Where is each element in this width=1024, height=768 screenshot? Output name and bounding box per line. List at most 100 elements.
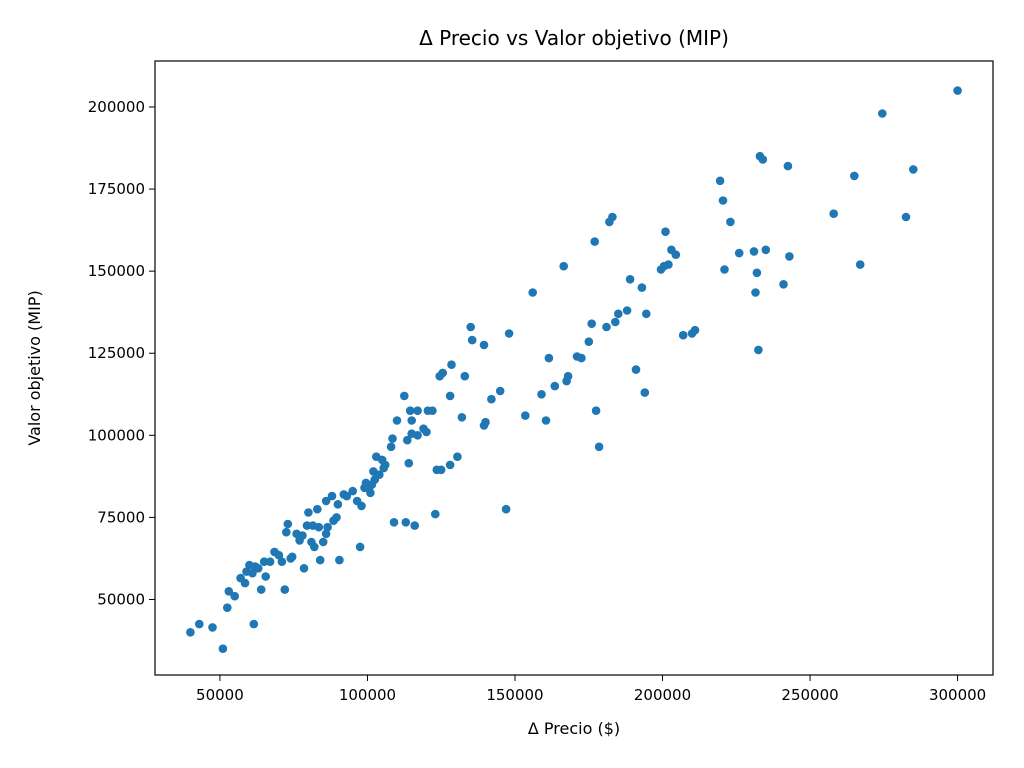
data-point: [637, 283, 647, 292]
data-point: [642, 309, 651, 319]
data-point: [521, 411, 530, 420]
data-point: [380, 460, 390, 470]
data-point: [249, 619, 259, 629]
data-point: [457, 413, 467, 422]
data-point: [392, 416, 402, 425]
data-point: [401, 518, 411, 527]
y-tick-label: 200000: [88, 98, 145, 116]
data-point: [587, 319, 596, 329]
data-point: [240, 578, 250, 588]
data-point: [671, 250, 681, 259]
data-point: [422, 427, 431, 437]
data-point: [602, 322, 611, 332]
data-point: [313, 504, 322, 514]
y-axis-label: Valor objetivo (MIP): [25, 290, 44, 445]
data-point: [453, 452, 462, 462]
data-point: [342, 491, 352, 501]
data-point: [577, 353, 586, 363]
data-point: [550, 381, 560, 391]
data-point: [608, 212, 617, 222]
data-point: [749, 247, 759, 256]
data-point: [460, 371, 470, 381]
data-point: [590, 237, 599, 246]
data-point: [501, 504, 511, 514]
data-point: [690, 325, 700, 335]
data-point: [909, 165, 918, 174]
data-point: [302, 521, 312, 530]
data-point: [298, 531, 307, 540]
data-point: [355, 542, 365, 552]
data-point: [779, 280, 788, 289]
data-point: [559, 261, 568, 271]
data-point: [664, 260, 673, 269]
data-point: [318, 537, 328, 547]
data-point: [195, 619, 204, 629]
y-tick-label: 50000: [97, 590, 145, 608]
data-point: [758, 155, 768, 164]
data-point: [445, 391, 455, 401]
data-point: [761, 245, 771, 255]
data-point: [287, 552, 297, 562]
x-axis: 50000 100000 150000 200000 250000 300000: [196, 675, 986, 704]
data-point: [274, 550, 284, 560]
data-point: [428, 406, 437, 416]
data-point: [218, 644, 228, 653]
data-point: [348, 486, 358, 496]
data-point: [280, 585, 290, 594]
data-point: [783, 161, 793, 171]
data-point: [715, 176, 725, 186]
x-tick-label: 100000: [339, 686, 396, 704]
data-point: [208, 623, 217, 632]
data-point: [375, 470, 384, 480]
data-point: [584, 337, 594, 347]
data-point: [186, 628, 195, 637]
data-point: [901, 212, 911, 222]
data-point: [323, 522, 332, 532]
data-point: [282, 527, 291, 537]
x-tick-label: 300000: [929, 686, 986, 704]
plot-area: [186, 86, 962, 653]
y-tick-label: 100000: [88, 426, 145, 444]
data-point: [413, 431, 422, 440]
data-point: [410, 521, 420, 530]
data-point: [321, 529, 331, 539]
data-point: [389, 518, 399, 527]
data-point: [335, 555, 344, 565]
data-point: [256, 585, 266, 594]
data-point: [504, 329, 514, 338]
data-point: [413, 406, 422, 416]
data-point: [315, 555, 325, 565]
y-tick-label: 150000: [88, 262, 145, 280]
data-point: [253, 564, 263, 573]
data-point: [495, 386, 505, 396]
data-point: [855, 260, 865, 269]
data-point: [563, 371, 573, 381]
data-point: [400, 391, 409, 401]
data-point: [314, 522, 324, 532]
x-tick-label: 200000: [634, 686, 691, 704]
data-point: [310, 542, 319, 552]
y-axis: 50000 75000 100000 125000 150000 175000 200000: [88, 98, 155, 608]
data-point: [953, 86, 962, 95]
data-point: [321, 496, 331, 506]
data-point: [726, 217, 735, 227]
data-point: [487, 394, 496, 404]
data-point: [754, 345, 763, 355]
data-point: [223, 603, 232, 612]
data-point: [678, 330, 688, 340]
data-point: [259, 557, 269, 566]
data-point: [594, 442, 604, 452]
data-point: [403, 435, 412, 445]
data-point: [357, 501, 366, 511]
data-point: [224, 587, 234, 596]
data-point: [332, 513, 341, 522]
data-point: [447, 360, 456, 370]
data-point: [438, 368, 448, 378]
data-point: [436, 465, 446, 475]
data-point: [785, 252, 794, 261]
data-point: [614, 309, 623, 319]
x-tick-label: 250000: [781, 686, 838, 704]
data-point: [541, 416, 551, 425]
data-point: [720, 265, 729, 274]
data-point: [386, 442, 396, 452]
